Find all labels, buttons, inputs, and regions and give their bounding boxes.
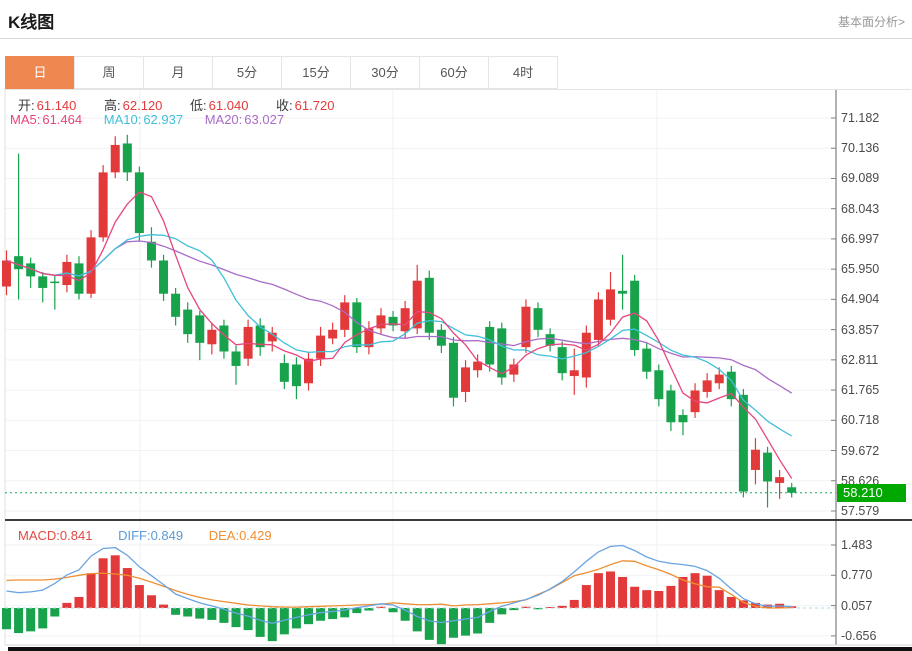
ma10-label: MA10: [103,112,142,127]
close-label: 收: [276,98,293,113]
ma5-value: 61.464 [42,112,83,127]
period-tabs: 日周月 5分 15分 30分 60分 4时 [5,56,911,90]
ma20-line [6,240,793,394]
diff-label: DIFF: [118,528,151,543]
price-axis-label: 57.579 [841,503,880,518]
price-axis-label: 63.857 [841,322,880,337]
price-axis-label: 70.136 [841,141,880,156]
tab-5min[interactable]: 5分 [212,56,282,89]
open-value: 61.140 [36,98,77,113]
price-axis-label: 65.950 [841,262,880,277]
price-axis-label: 60.718 [841,413,880,428]
diff-line [6,544,792,624]
price-axis-label: 66.997 [841,231,880,246]
tab-month[interactable]: 月 [143,56,213,89]
ohlc-legend: 开: 61.140 高: 62.120 低: 61.040 收: 61.720 [18,95,358,114]
low-label: 低: [190,98,207,113]
macd-label: MACD: [18,528,60,543]
price-axis-label: 59.672 [841,443,880,458]
close-value: 61.720 [294,98,335,113]
tab-4hour[interactable]: 4时 [488,56,558,89]
tab-60min[interactable]: 60分 [419,56,489,89]
price-axis-label: 68.043 [841,201,880,216]
dea-line [6,560,792,609]
macd-axis-label: -0.656 [841,628,877,643]
low-value: 61.040 [208,98,249,113]
dea-value: 0.429 [239,528,272,543]
tab-15min[interactable]: 15分 [281,56,351,89]
last-price-badge: 58.210 [837,484,906,502]
ma10-value: 62.937 [143,112,184,127]
ma-legend: MA5: 61.464 MA10: 62.937 MA20: 63.027 [10,112,302,127]
open-label: 开: [18,98,35,113]
bottom-bar [8,647,912,651]
high-value: 62.120 [122,98,163,113]
ma5-label: MA5: [10,112,41,127]
ma20-label: MA20: [204,112,243,127]
macd-histogram [2,555,797,645]
diff-value: 0.849 [150,528,184,543]
macd-legend: MACD:0.841 DIFF:0.849 DEA:0.429 [18,528,272,543]
pane-separator [5,519,912,521]
price-axis-label: 61.765 [841,383,880,398]
macd-axis-label: 0.057 [841,598,873,613]
page-title: K线图 [8,13,55,32]
ma20-value: 63.027 [244,112,285,127]
ma5-line [6,191,793,479]
dea-label: DEA: [208,528,240,543]
price-axis-label: 62.811 [841,352,879,367]
price-axis-label: 64.904 [841,292,880,307]
macd-value: 0.841 [59,528,93,543]
candlestick-layer [2,134,797,508]
tab-30min[interactable]: 30分 [350,56,420,89]
price-axis-label: 69.089 [841,171,880,186]
header-divider [0,38,912,39]
price-axis-label: 71.182 [841,111,880,125]
macd-axis-label: 1.483 [841,537,873,552]
high-label: 高: [104,98,121,113]
tab-day[interactable]: 日 [5,56,75,89]
macd-axis-label: 0.770 [841,568,873,583]
fundamental-analysis-link[interactable]: 基本面分析> [837,15,905,29]
